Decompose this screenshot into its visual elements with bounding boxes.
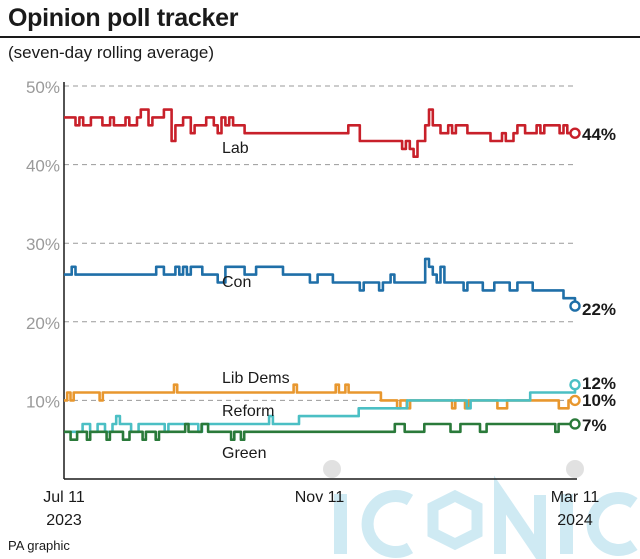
series-label-con: Con	[222, 274, 251, 291]
end-value-label-lib-dems: 10%	[582, 391, 616, 410]
end-value-label-reform: 12%	[582, 374, 616, 393]
chart-subtitle: (seven-day rolling average)	[8, 43, 214, 62]
y-tick-label: 30%	[26, 235, 60, 254]
series-line-lab	[64, 108, 575, 158]
end-value-label-con: 22%	[582, 300, 616, 319]
series-label-reform: Reform	[222, 403, 274, 420]
x-tick-year-label: 2023	[46, 512, 82, 529]
series-label-lab: Lab	[222, 140, 249, 157]
watermark-dot	[323, 460, 341, 478]
y-tick-label: 20%	[26, 314, 60, 333]
watermark-letter-o	[427, 489, 483, 551]
chart-labels: Lab Con Lib Dems Reform Green 44% 22% 12%10% 7%	[222, 125, 616, 462]
watermark-letter-c2	[586, 492, 638, 556]
watermark-letter-n	[494, 475, 546, 559]
chart-series	[64, 108, 581, 441]
y-tick-label: 40%	[26, 157, 60, 176]
series-line-con	[64, 257, 577, 307]
series-end-marker-reform	[569, 378, 581, 391]
x-tick-label: Nov 11	[295, 489, 345, 506]
chart-axes: 10% 20% 30% 40% 50% Jul 11 2023 Nov 11 Mar 11 202…	[26, 78, 599, 529]
x-tick-label: Jul 11	[43, 489, 85, 506]
series-line-green	[64, 422, 575, 441]
watermark-letter-i	[334, 494, 347, 554]
watermark-letter-i2	[560, 494, 573, 554]
series-label-green: Green	[222, 445, 266, 462]
title-divider	[0, 36, 640, 38]
source-credit: PA graphic	[8, 538, 70, 553]
end-value-label-green: 7%	[582, 416, 607, 435]
iconic-watermark-logo	[323, 460, 638, 559]
series-line-lib-dems	[64, 383, 575, 410]
x-tick-label: Mar 11	[551, 489, 600, 506]
end-value-label-lab: 44%	[582, 125, 616, 144]
series-end-marker-lab	[569, 127, 581, 139]
series-end-marker-green	[569, 418, 581, 430]
series-end-marker-con	[569, 300, 581, 312]
watermark-letter-c	[361, 490, 414, 558]
x-tick-year-label: 2024	[557, 512, 593, 529]
series-end-marker-lib-dems	[569, 394, 581, 407]
chart-title: Opinion poll tracker	[8, 4, 239, 32]
y-tick-label: 50%	[26, 78, 60, 97]
series-label-lib-dems: Lib Dems	[222, 370, 290, 387]
watermark-dot-2	[566, 460, 584, 478]
y-tick-label: 10%	[26, 392, 60, 411]
